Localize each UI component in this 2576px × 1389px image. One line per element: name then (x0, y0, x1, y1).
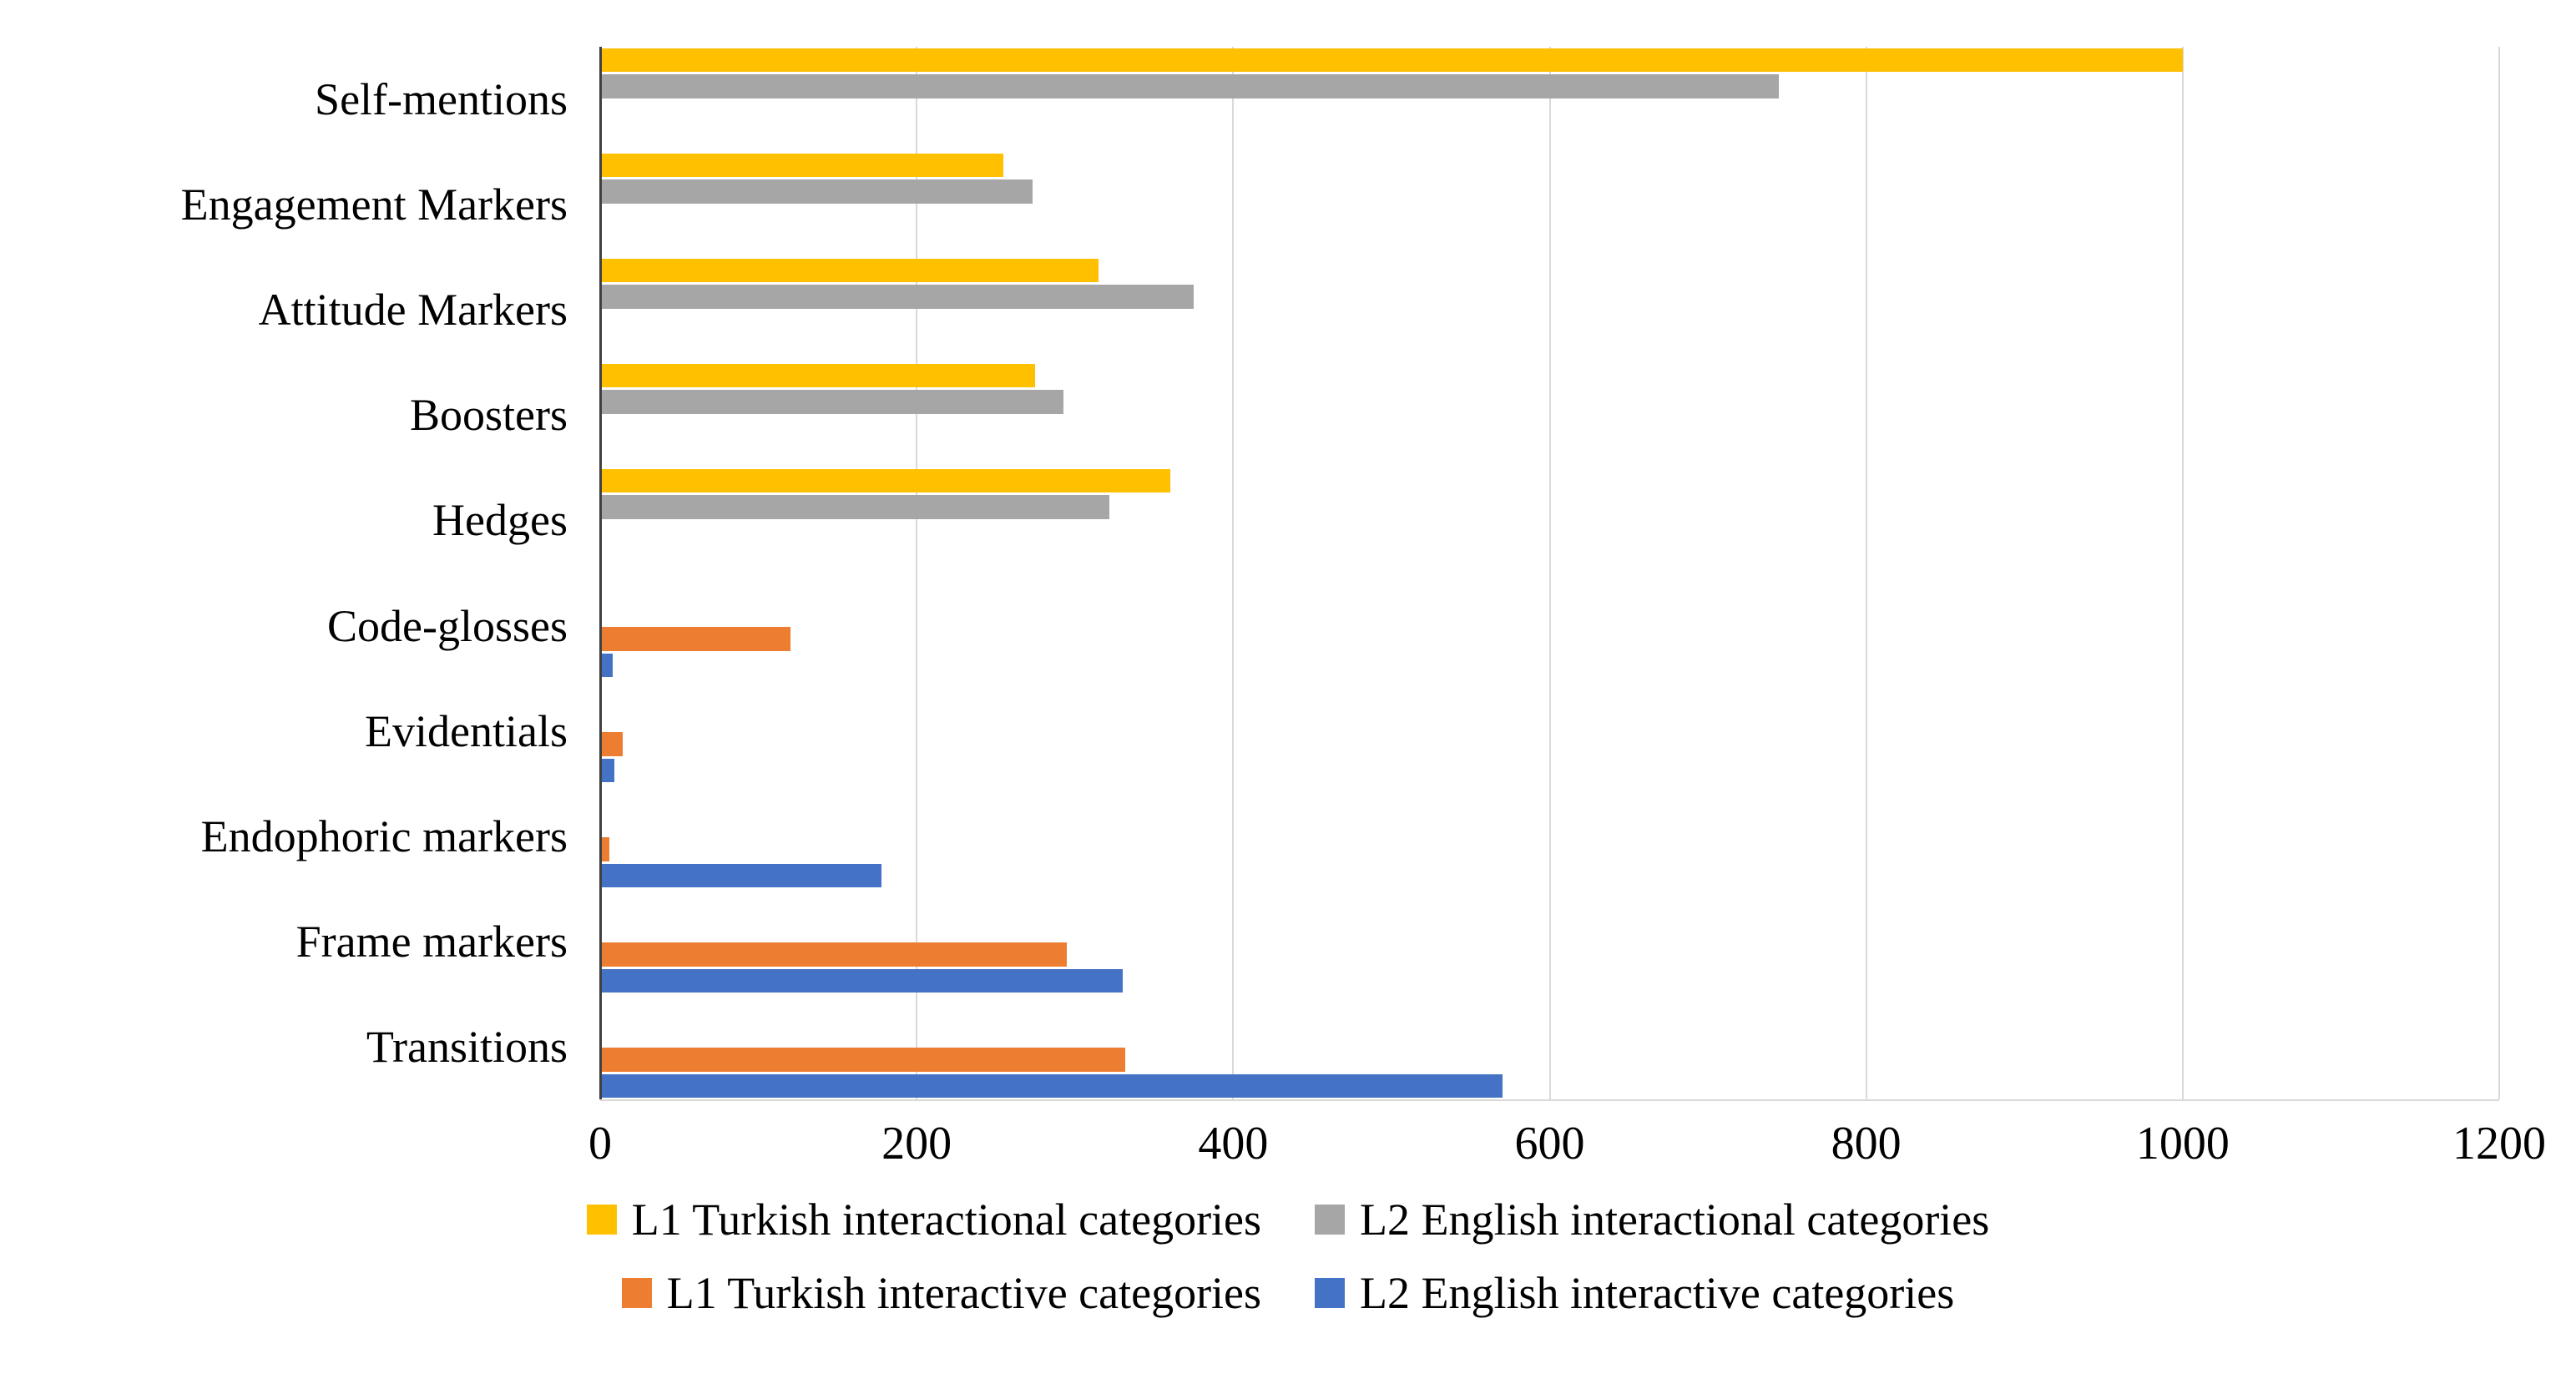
legend-swatch (1315, 1205, 1346, 1235)
bar (600, 153, 1004, 178)
legend-swatch (1315, 1278, 1346, 1308)
bar (600, 758, 615, 783)
x-tick-label: 400 (1198, 1118, 1269, 1169)
legend: L1 Turkish interactional categories L2 En… (0, 1194, 2576, 1319)
legend-item: L2 English interactional categories (1315, 1194, 1989, 1245)
bar (600, 74, 1780, 98)
category-label: Frame markers (295, 916, 568, 967)
category-label: Boosters (410, 390, 568, 441)
x-tick-label: 0 (588, 1118, 612, 1169)
bar (600, 837, 610, 861)
legend-row: L1 Turkish interactive categories L2 Engl… (621, 1267, 1954, 1319)
bar (600, 390, 1064, 414)
x-tick-label: 800 (1831, 1118, 1902, 1169)
gridline (2181, 47, 2184, 1099)
x-tick-label: 600 (1514, 1118, 1585, 1169)
bar (600, 495, 1110, 519)
category-label: Engagement Markers (180, 179, 568, 230)
y-axis-line (599, 47, 602, 1099)
bar (600, 653, 614, 678)
bar (600, 179, 1033, 204)
bar (600, 1073, 1503, 1099)
bar (600, 48, 2183, 73)
category-label: Code-glosses (327, 600, 568, 651)
legend-row: L1 Turkish interactional categories L2 En… (586, 1194, 1989, 1245)
category-label: Hedges (432, 495, 568, 546)
bar (600, 363, 1036, 388)
legend-item: L1 Turkish interactional categories (586, 1194, 1262, 1245)
legend-item: L2 English interactive categories (1315, 1267, 1954, 1319)
legend-label: L1 Turkish interactional categories (631, 1195, 1262, 1245)
bar (600, 258, 1099, 283)
legend-label: L2 English interactional categories (1360, 1195, 1990, 1245)
legend-swatch (621, 1278, 652, 1308)
bar (600, 968, 1123, 993)
category-label: Evidentials (365, 705, 568, 756)
bar (600, 468, 1170, 493)
legend-swatch (586, 1205, 617, 1235)
bar (600, 942, 1068, 967)
plot-area (599, 47, 2500, 1101)
category-label: Endophoric markers (200, 811, 568, 861)
bar (600, 1048, 1126, 1072)
legend-label: L1 Turkish interactive categories (666, 1268, 1262, 1318)
gridline (2498, 47, 2500, 1099)
x-tick-label: 200 (881, 1118, 952, 1169)
x-tick-label: 1000 (2135, 1118, 2230, 1169)
gridline (1548, 47, 1551, 1099)
bar (600, 627, 790, 651)
x-tick-label: 1200 (2452, 1118, 2546, 1169)
bar (600, 863, 882, 888)
legend-item: L1 Turkish interactive categories (621, 1267, 1262, 1319)
bar (600, 732, 623, 756)
gridline (1865, 47, 1867, 1099)
bar (600, 285, 1194, 309)
legend-label: L2 English interactive categories (1360, 1268, 1955, 1318)
category-label: Attitude Markers (258, 285, 568, 336)
category-label: Transitions (366, 1021, 568, 1072)
gridline (1232, 47, 1235, 1099)
category-label: Self-mentions (315, 74, 568, 125)
gridline (916, 47, 918, 1099)
